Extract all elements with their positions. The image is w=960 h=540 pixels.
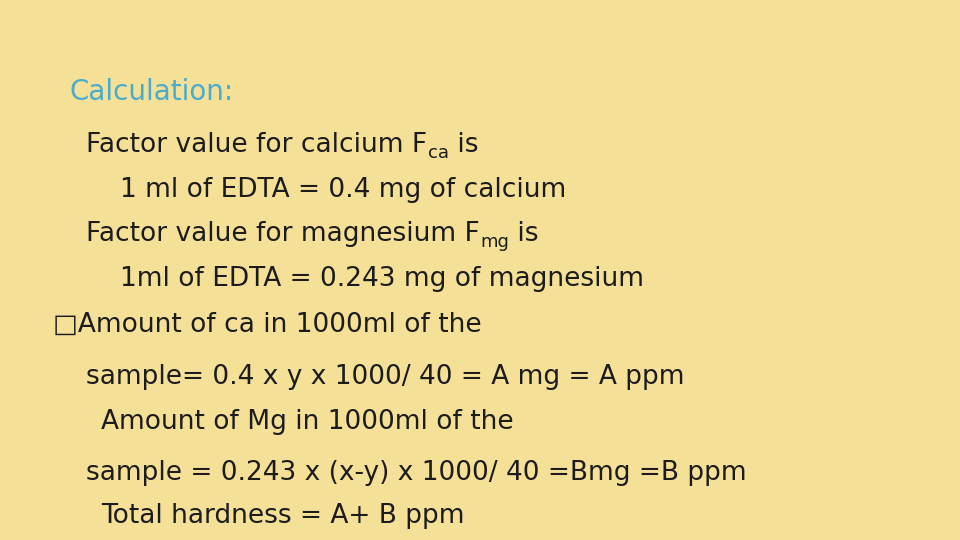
Text: is: is: [509, 221, 539, 247]
Text: Factor value for magnesium F: Factor value for magnesium F: [86, 221, 480, 247]
Text: sample= 0.4 x y x 1000/ 40 = A mg = A ppm: sample= 0.4 x y x 1000/ 40 = A mg = A pp…: [86, 364, 684, 390]
Text: mg: mg: [480, 233, 509, 251]
Text: sample = 0.243 x (x-y) x 1000/ 40 =Bmg =B ppm: sample = 0.243 x (x-y) x 1000/ 40 =Bmg =…: [86, 460, 747, 486]
Text: is: is: [448, 132, 478, 158]
Text: □Amount of ca in 1000ml of the: □Amount of ca in 1000ml of the: [53, 312, 481, 338]
Text: Calculation:: Calculation:: [69, 78, 233, 106]
Text: Factor value for calcium F: Factor value for calcium F: [86, 132, 427, 158]
Text: 1ml of EDTA = 0.243 mg of magnesium: 1ml of EDTA = 0.243 mg of magnesium: [120, 266, 644, 292]
Text: 1 ml of EDTA = 0.4 mg of calcium: 1 ml of EDTA = 0.4 mg of calcium: [120, 177, 566, 203]
Text: Amount of Mg in 1000ml of the: Amount of Mg in 1000ml of the: [101, 409, 514, 435]
Text: ca: ca: [427, 144, 448, 162]
Text: Total hardness = A+ B ppm: Total hardness = A+ B ppm: [101, 503, 465, 529]
